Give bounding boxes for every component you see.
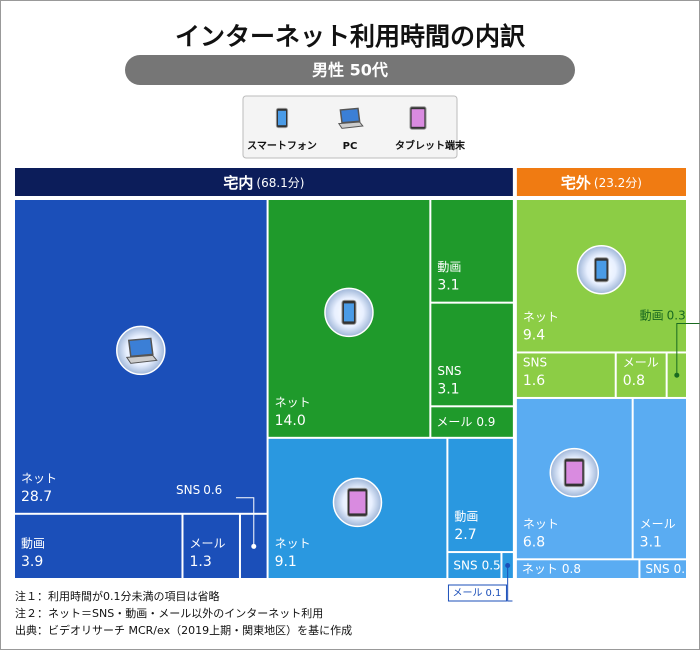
- cell-value: 3.1: [640, 534, 662, 550]
- cell-label: ネット: [523, 310, 559, 324]
- cell: [431, 303, 513, 406]
- cell-label: ネット: [275, 395, 311, 409]
- section-total: (68.1分): [256, 176, 304, 190]
- cell: [448, 553, 501, 578]
- callout-dot: [505, 563, 511, 569]
- cell-label: SNS: [437, 364, 461, 378]
- icon-screen: [566, 461, 583, 484]
- cell-label: メール: [623, 355, 659, 369]
- cell-label: ネット 0.8: [522, 562, 581, 576]
- cell-label: SNS: [523, 355, 547, 369]
- section-total: (23.2分): [594, 176, 642, 190]
- cell-value: 28.7: [21, 489, 52, 505]
- cell-value: 9.4: [523, 327, 545, 343]
- icon-pc-base: [125, 354, 158, 364]
- cell-label: SNS: [645, 562, 669, 576]
- callout-dot: [674, 372, 680, 378]
- cell-value: 1.3: [189, 554, 211, 570]
- cell-value: 3.1: [437, 278, 459, 294]
- legend-label: タブレット端末: [395, 139, 466, 152]
- legend-label: PC: [343, 141, 358, 152]
- cell-value: 0.1: [485, 588, 501, 599]
- callout-line: [507, 565, 513, 602]
- cell-label: ネット: [275, 537, 311, 551]
- cell-label: SNS 0.3: [645, 562, 692, 576]
- cell-value: 14.0: [275, 413, 306, 429]
- cell-label: メール: [189, 537, 225, 551]
- cell-value: 6.8: [523, 534, 545, 550]
- callout-box: [447, 584, 507, 602]
- callout-line: [676, 322, 700, 376]
- cell-value: 0.3: [674, 562, 693, 576]
- icon-screen: [349, 491, 366, 514]
- cell-label: ネット: [522, 562, 558, 576]
- legend-label: スマートフォン: [247, 140, 317, 152]
- cell: [516, 560, 639, 578]
- cell-label: SNS 0.5: [453, 558, 500, 572]
- note: 注１：利用時間が0.1分未満の項目は省略: [15, 589, 220, 603]
- cell: [616, 353, 666, 397]
- cell: [15, 514, 182, 578]
- section-name: 宅内: [223, 174, 253, 192]
- icon-pc-screen: [339, 107, 361, 124]
- cell-value: 1.6: [523, 373, 545, 389]
- icon-screen: [343, 303, 354, 322]
- cell-label: ネット: [523, 517, 559, 531]
- callout-dot: [251, 543, 257, 549]
- cell-label: メール: [452, 588, 482, 599]
- cell-label: メール: [640, 517, 676, 531]
- title: インターネット利用時間の内訳: [175, 22, 526, 51]
- cell-label: 動画: [640, 308, 664, 322]
- cell-label: ネット: [21, 471, 57, 485]
- cell-label: SNS: [176, 482, 200, 496]
- cell-value: 3.1: [437, 381, 459, 397]
- cell-label: メール: [436, 415, 472, 429]
- note: 注２：ネット＝SNS・動画・メール以外のインターネット利用: [15, 606, 323, 620]
- subtitle: 男性 50代: [312, 61, 388, 80]
- cell-label: メール 0.9: [436, 415, 495, 429]
- cell-value: 3.9: [21, 554, 43, 570]
- cell-label: SNS: [453, 558, 477, 572]
- callout-line: [235, 497, 255, 547]
- icon-pc-base: [337, 121, 364, 129]
- callout-label: 動画 0.3: [640, 308, 686, 322]
- cell-value: 0.6: [203, 482, 222, 496]
- callout-label: SNS 0.6: [176, 482, 222, 496]
- cell: [640, 560, 686, 578]
- note: 出典：ビデオリサーチ MCR/ex（2019上期・関東地区）を基に作成: [15, 623, 352, 637]
- section-header: [516, 168, 686, 196]
- cell-value: 9.1: [275, 554, 297, 570]
- section-header: [15, 168, 513, 196]
- cell-label: 動画: [437, 260, 461, 274]
- cell-value: 2.7: [454, 527, 476, 543]
- section-name: 宅外: [561, 174, 591, 192]
- subtitle-pill: [125, 55, 575, 85]
- cell-label: 動画: [454, 510, 478, 524]
- cell-value: 0.8: [623, 373, 645, 389]
- cell: [448, 438, 513, 552]
- cell: [633, 398, 686, 559]
- icon-pc-screen: [127, 337, 154, 358]
- cell-value: 0.5: [482, 558, 501, 572]
- callout-label: メール 0.1: [452, 588, 501, 599]
- section-title: 宅外 (23.2分): [561, 174, 642, 192]
- cell-value: 0.8: [562, 562, 581, 576]
- cell: [431, 407, 513, 437]
- cell: [516, 353, 615, 397]
- icon-screen: [278, 110, 286, 126]
- cell-value: 0.3: [667, 308, 686, 322]
- section-title: 宅内 (68.1分): [223, 174, 304, 192]
- cell-value: 0.9: [476, 415, 495, 429]
- cell: [183, 514, 239, 578]
- icon-screen: [411, 109, 425, 127]
- cell: [431, 200, 513, 302]
- cell-label: 動画: [21, 537, 45, 551]
- icon-screen: [596, 260, 607, 279]
